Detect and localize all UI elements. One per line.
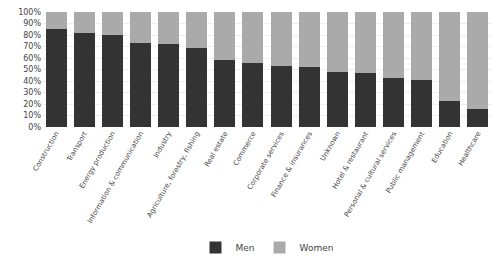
- svg-text:Women: Women: [300, 243, 334, 253]
- svg-text:100%: 100%: [18, 8, 41, 17]
- svg-text:Public management: Public management: [385, 130, 427, 195]
- svg-text:90%: 90%: [23, 19, 41, 28]
- svg-text:Personal & cultural services: Personal & cultural services: [343, 130, 399, 218]
- svg-text:Industry: Industry: [152, 130, 173, 159]
- svg-text:80%: 80%: [23, 31, 41, 40]
- svg-text:20%: 20%: [23, 100, 41, 109]
- svg-text:40%: 40%: [23, 77, 41, 86]
- svg-text:Corporate services: Corporate services: [246, 130, 286, 191]
- svg-text:Finance & insurances: Finance & insurances: [270, 130, 314, 199]
- svg-text:Commerce: Commerce: [232, 130, 258, 167]
- svg-text:Hotel & restaurant: Hotel & restaurant: [331, 130, 371, 190]
- svg-text:30%: 30%: [23, 88, 41, 97]
- svg-text:50%: 50%: [23, 65, 41, 74]
- svg-text:Healthcare: Healthcare: [457, 130, 483, 167]
- svg-text:Information & communication: Information & communication: [86, 130, 145, 225]
- svg-text:Men: Men: [236, 243, 255, 253]
- svg-text:0%: 0%: [28, 123, 41, 132]
- svg-text:Real estate: Real estate: [203, 130, 230, 168]
- svg-text:Transport: Transport: [65, 130, 89, 164]
- svg-text:10%: 10%: [23, 111, 41, 120]
- svg-text:60%: 60%: [23, 54, 41, 63]
- svg-text:Construction: Construction: [32, 130, 61, 173]
- svg-text:70%: 70%: [23, 42, 41, 51]
- svg-text:Agriculture, forestry, fishing: Agriculture, forestry, fishing: [146, 130, 202, 219]
- svg-text:Unknown: Unknown: [319, 130, 342, 162]
- svg-text:Energy production: Energy production: [78, 130, 117, 190]
- svg-text:Education: Education: [430, 130, 454, 164]
